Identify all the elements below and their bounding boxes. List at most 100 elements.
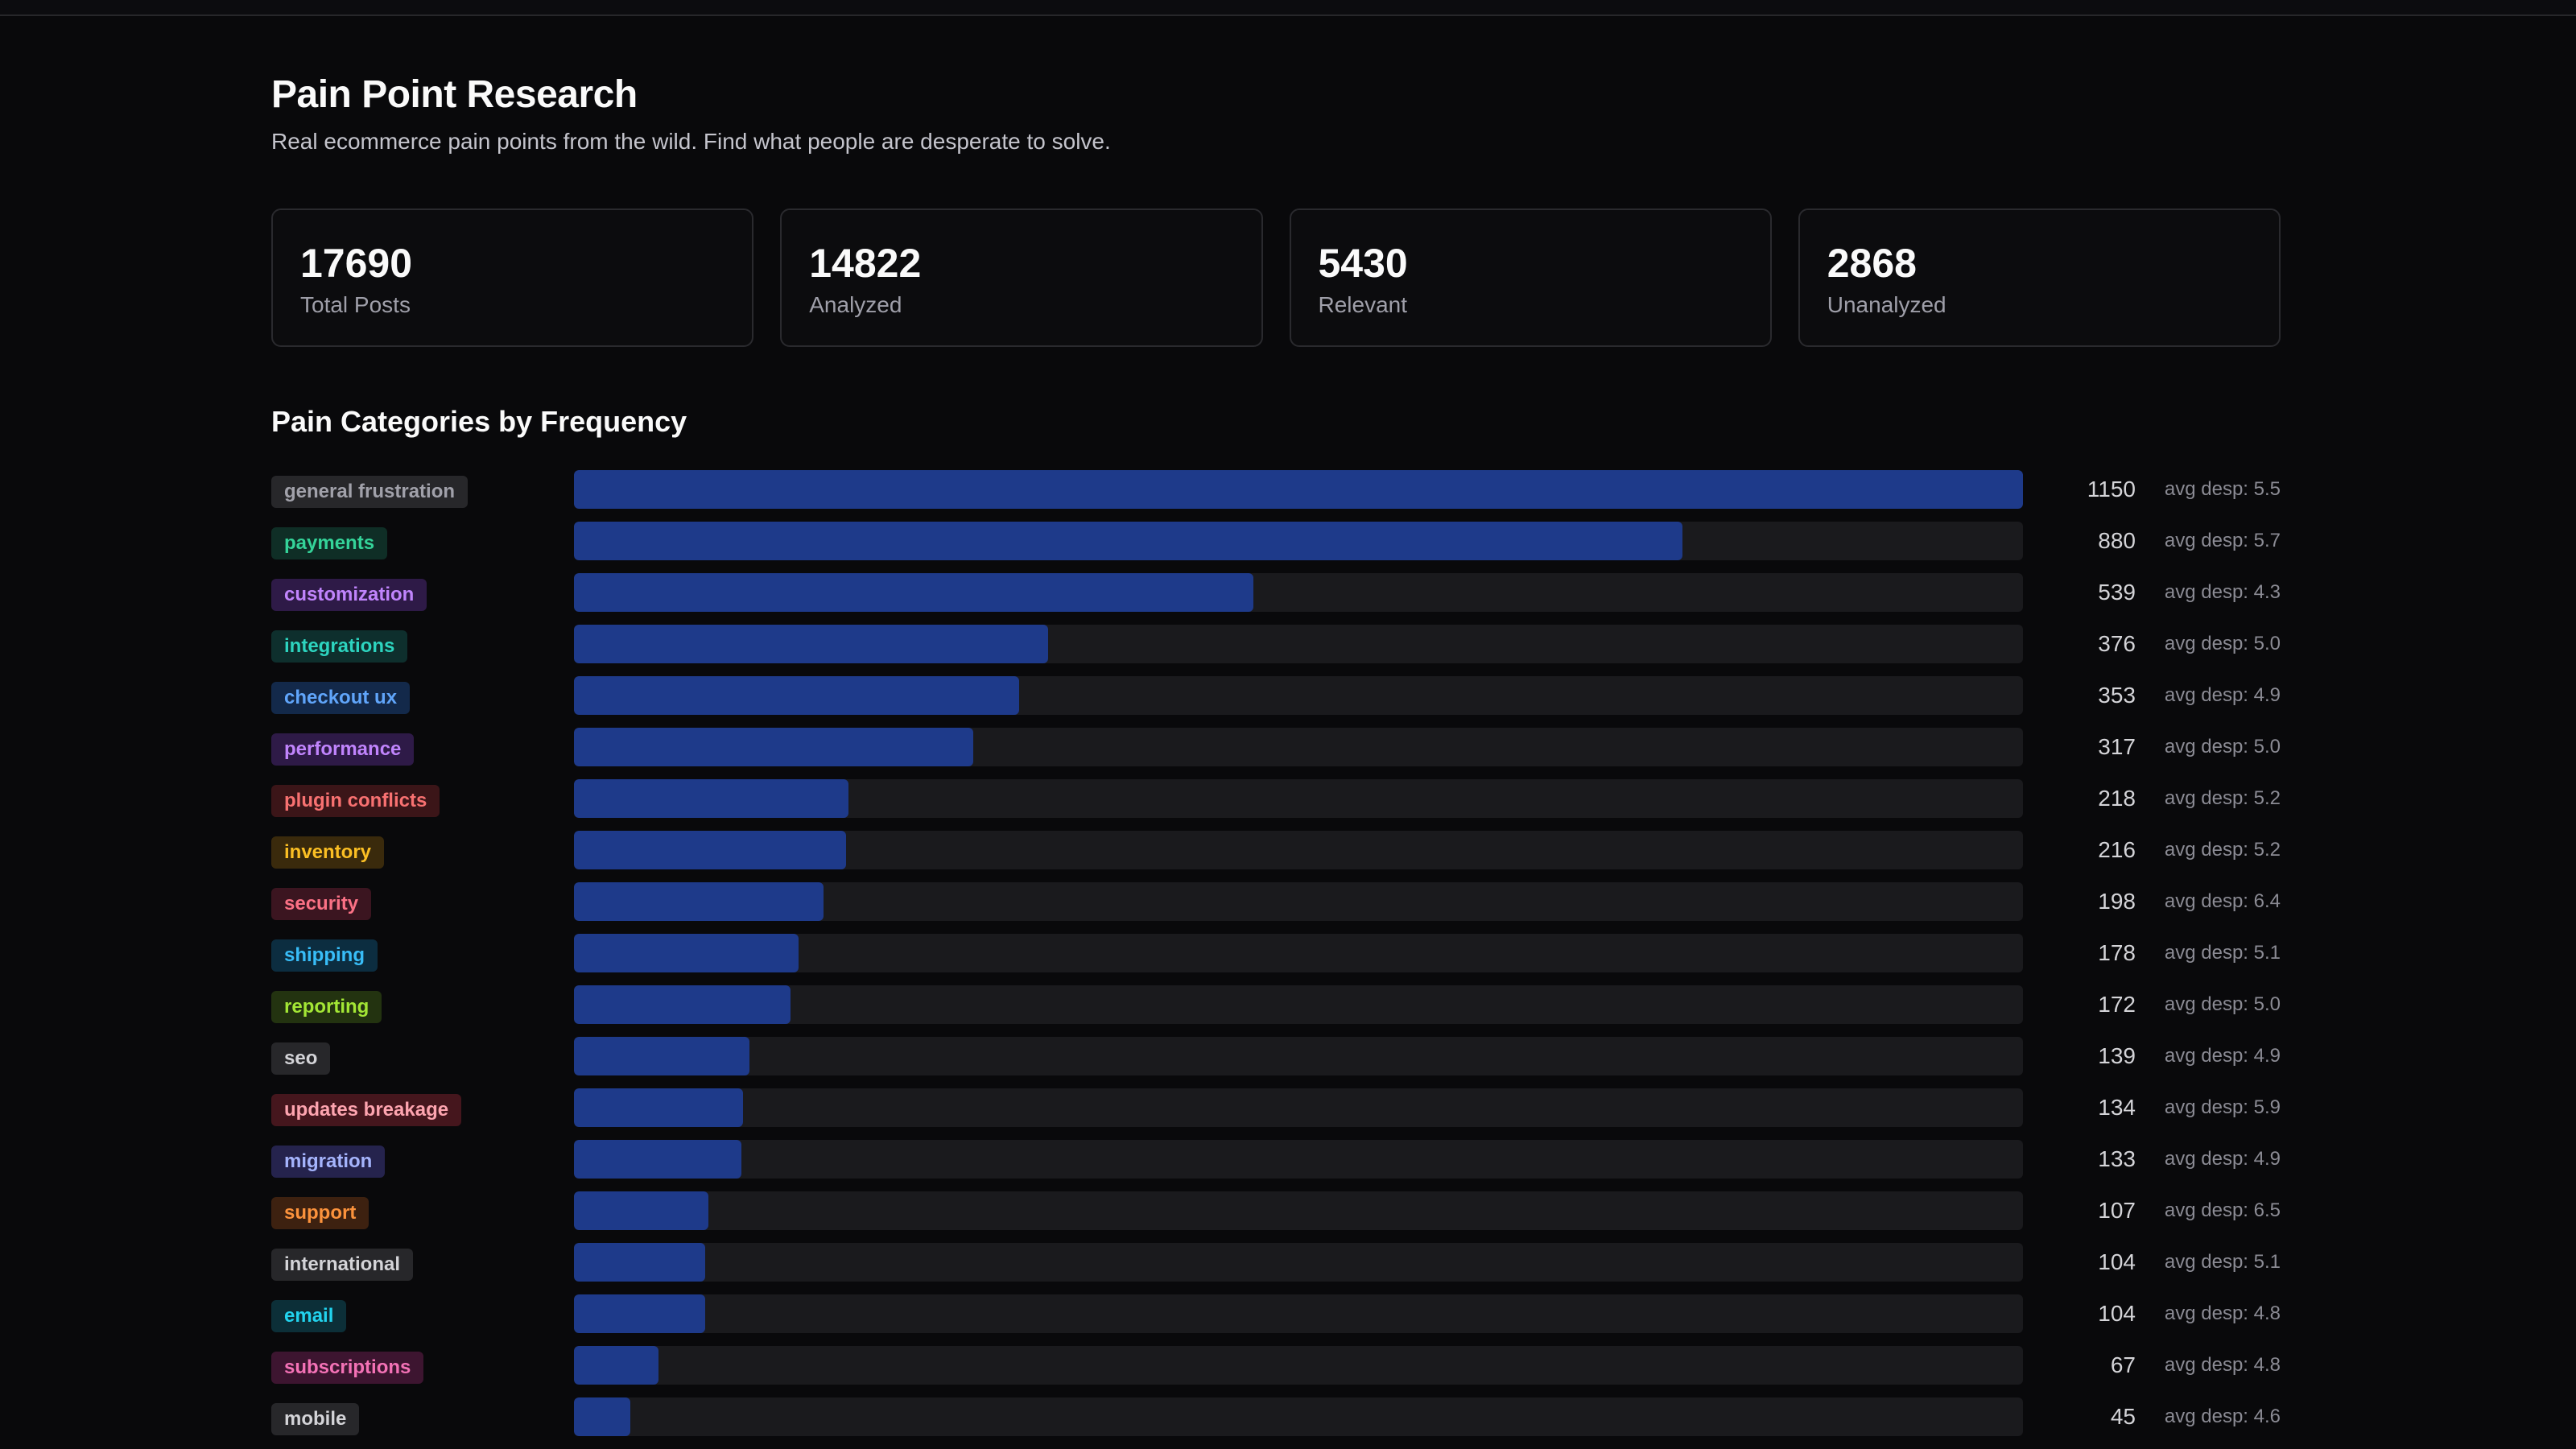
bar-fill: [574, 1243, 705, 1282]
category-tag[interactable]: plugin conflicts: [271, 785, 440, 817]
stat-value: 17690: [300, 241, 413, 286]
category-row: migration 133 avg desp: 4.9: [271, 1140, 2281, 1180]
category-tag[interactable]: support: [271, 1197, 369, 1229]
bar-fill: [574, 934, 799, 972]
category-row: inventory 216 avg desp: 5.2: [271, 831, 2281, 871]
category-row: checkout ux 353 avg desp: 4.9: [271, 676, 2281, 716]
bar-track: [574, 522, 2023, 560]
avg-desperation: avg desp: 6.4: [2164, 890, 2281, 912]
category-row: general frustration 1150 avg desp: 5.5: [271, 470, 2281, 510]
category-tag[interactable]: migration: [271, 1146, 386, 1178]
category-count: 133: [2098, 1146, 2136, 1171]
bar-track: [574, 573, 2023, 612]
bar-fill: [574, 470, 2023, 509]
category-count: 134: [2098, 1095, 2136, 1120]
category-tag[interactable]: subscriptions: [271, 1352, 424, 1384]
category-count: 317: [2098, 734, 2136, 759]
bar-track: [574, 1088, 2023, 1127]
bar-fill: [574, 1294, 705, 1333]
section-title: Pain Categories by Frequency: [271, 405, 687, 438]
category-count: 104: [2098, 1301, 2136, 1326]
category-count: 104: [2098, 1249, 2136, 1274]
category-row: shipping 178 avg desp: 5.1: [271, 934, 2281, 974]
stat-label: Unanalyzed: [1827, 292, 1946, 317]
bar-fill: [574, 1346, 658, 1385]
bar-fill: [574, 728, 974, 766]
category-tag[interactable]: international: [271, 1249, 414, 1281]
avg-desperation: avg desp: 5.0: [2164, 633, 2281, 654]
bar-fill: [574, 831, 847, 869]
category-count: 1150: [2087, 477, 2136, 502]
category-row: subscriptions 67 avg desp: 4.8: [271, 1346, 2281, 1386]
category-row: mobile 45 avg desp: 4.6: [271, 1397, 2281, 1438]
avg-desperation: avg desp: 5.1: [2164, 942, 2281, 964]
category-tag[interactable]: mobile: [271, 1403, 360, 1435]
category-count: 172: [2098, 992, 2136, 1017]
category-count: 198: [2098, 889, 2136, 914]
avg-desperation: avg desp: 5.0: [2164, 736, 2281, 758]
stat-card-relevant: 5430 Relevant: [1289, 208, 1772, 347]
page-subtitle: Real ecommerce pain points from the wild…: [271, 129, 1111, 154]
avg-desperation: avg desp: 5.7: [2164, 530, 2281, 551]
category-count: 67: [2110, 1352, 2136, 1377]
category-tag[interactable]: seo: [271, 1042, 331, 1075]
bar-track: [574, 1397, 2023, 1436]
avg-desperation: avg desp: 6.5: [2164, 1199, 2281, 1221]
category-tag[interactable]: checkout ux: [271, 682, 411, 714]
bar-fill: [574, 1037, 749, 1075]
bar-track: [574, 882, 2023, 921]
category-count: 218: [2098, 786, 2136, 811]
bar-fill: [574, 985, 791, 1024]
category-row: international 104 avg desp: 5.1: [271, 1243, 2281, 1283]
category-count: 353: [2098, 683, 2136, 708]
bar-fill: [574, 882, 824, 921]
category-row: integrations 376 avg desp: 5.0: [271, 625, 2281, 665]
bar-track: [574, 470, 2023, 509]
category-count: 539: [2098, 580, 2136, 605]
category-tag[interactable]: performance: [271, 733, 415, 766]
bar-fill: [574, 573, 1253, 612]
category-count: 216: [2098, 837, 2136, 862]
category-row: email 104 avg desp: 4.8: [271, 1294, 2281, 1335]
bar-track: [574, 1191, 2023, 1230]
category-tag[interactable]: updates breakage: [271, 1094, 462, 1126]
category-tag[interactable]: integrations: [271, 630, 408, 663]
category-count: 139: [2098, 1043, 2136, 1068]
category-tag[interactable]: inventory: [271, 836, 385, 869]
category-tag[interactable]: email: [271, 1300, 347, 1332]
avg-desperation: avg desp: 4.8: [2164, 1354, 2281, 1376]
category-tag[interactable]: reporting: [271, 991, 382, 1023]
stat-card-total-posts: 17690 Total Posts: [271, 208, 754, 347]
avg-desperation: avg desp: 4.3: [2164, 581, 2281, 603]
category-row: performance 317 avg desp: 5.0: [271, 728, 2281, 768]
bar-fill: [574, 1140, 742, 1179]
avg-desperation: avg desp: 5.5: [2164, 478, 2281, 500]
category-row: plugin conflicts 218 avg desp: 5.2: [271, 779, 2281, 819]
stat-value: 2868: [1827, 241, 1917, 286]
bar-fill: [574, 625, 1048, 663]
bar-track: [574, 1294, 2023, 1333]
category-tag[interactable]: shipping: [271, 939, 378, 972]
avg-desperation: avg desp: 4.9: [2164, 1045, 2281, 1067]
category-count: 178: [2098, 940, 2136, 965]
bar-track: [574, 676, 2023, 715]
stat-card-unanalyzed: 2868 Unanalyzed: [1798, 208, 2281, 347]
avg-desperation: avg desp: 5.0: [2164, 993, 2281, 1015]
avg-desperation: avg desp: 5.2: [2164, 839, 2281, 861]
bar-fill: [574, 1397, 631, 1436]
category-tag[interactable]: security: [271, 888, 372, 920]
bar-track: [574, 1243, 2023, 1282]
category-tag[interactable]: general frustration: [271, 476, 469, 508]
bar-fill: [574, 676, 1019, 715]
bar-track: [574, 1140, 2023, 1179]
category-tag[interactable]: payments: [271, 527, 388, 559]
bar-track: [574, 985, 2023, 1024]
category-row: updates breakage 134 avg desp: 5.9: [271, 1088, 2281, 1129]
category-row: reporting 172 avg desp: 5.0: [271, 985, 2281, 1026]
stat-label: Analyzed: [809, 292, 902, 317]
avg-desperation: avg desp: 5.1: [2164, 1251, 2281, 1273]
bar-fill: [574, 779, 849, 818]
category-tag[interactable]: customization: [271, 579, 427, 611]
bar-track: [574, 934, 2023, 972]
bar-track: [574, 1346, 2023, 1385]
